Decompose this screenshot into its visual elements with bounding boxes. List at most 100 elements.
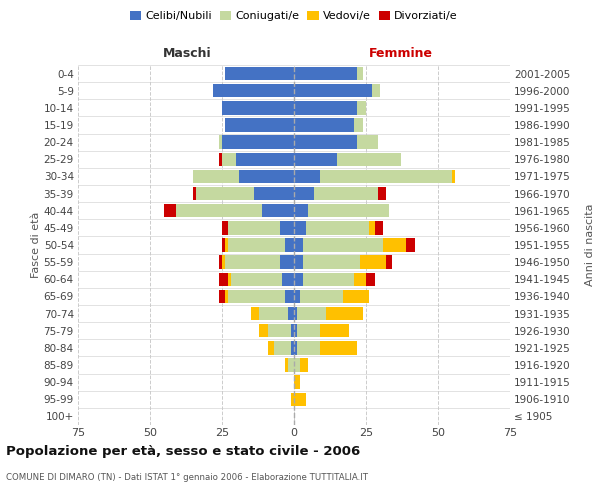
Bar	[320, 324, 349, 338]
Y-axis label: Anni di nascita: Anni di nascita	[585, 204, 595, 286]
Bar	[254, 187, 294, 200]
Bar	[386, 256, 392, 269]
Bar	[337, 152, 401, 166]
Bar	[294, 170, 320, 183]
Bar	[222, 221, 228, 234]
Bar	[286, 238, 294, 252]
Bar	[228, 238, 286, 252]
Bar	[302, 272, 355, 286]
Bar	[355, 118, 363, 132]
Bar	[452, 170, 455, 183]
Bar	[164, 204, 176, 218]
Bar	[214, 84, 294, 98]
Bar	[225, 256, 280, 269]
Bar	[176, 204, 262, 218]
Bar	[280, 256, 294, 269]
Bar	[196, 187, 254, 200]
Bar	[302, 238, 383, 252]
Bar	[294, 272, 302, 286]
Bar	[219, 290, 225, 303]
Bar	[297, 324, 320, 338]
Bar	[358, 67, 363, 80]
Bar	[268, 341, 274, 354]
Bar	[374, 221, 383, 234]
Bar	[222, 136, 294, 149]
Bar	[302, 256, 360, 269]
Bar	[228, 272, 230, 286]
Bar	[326, 307, 363, 320]
Text: COMUNE DI DIMARO (TN) - Dati ISTAT 1° gennaio 2006 - Elaborazione TUTTITALIA.IT: COMUNE DI DIMARO (TN) - Dati ISTAT 1° ge…	[6, 472, 368, 482]
Bar	[372, 84, 380, 98]
Bar	[314, 187, 377, 200]
Bar	[219, 272, 228, 286]
Bar	[225, 290, 228, 303]
Bar	[297, 307, 326, 320]
Legend: Celibi/Nubili, Coniugati/e, Vedovi/e, Divorziati/e: Celibi/Nubili, Coniugati/e, Vedovi/e, Di…	[130, 10, 458, 21]
Bar	[294, 221, 305, 234]
Bar	[294, 101, 358, 114]
Bar	[222, 101, 294, 114]
Bar	[294, 136, 358, 149]
Bar	[230, 272, 283, 286]
Bar	[259, 324, 268, 338]
Bar	[286, 290, 294, 303]
Bar	[225, 118, 294, 132]
Bar	[383, 238, 406, 252]
Bar	[300, 290, 343, 303]
Text: Femmine: Femmine	[368, 47, 433, 60]
Bar	[225, 67, 294, 80]
Y-axis label: Fasce di età: Fasce di età	[31, 212, 41, 278]
Bar	[294, 358, 300, 372]
Bar	[280, 221, 294, 234]
Bar	[308, 204, 389, 218]
Text: Maschi: Maschi	[163, 47, 212, 60]
Bar	[320, 170, 452, 183]
Bar	[294, 118, 355, 132]
Bar	[369, 221, 374, 234]
Bar	[377, 187, 386, 200]
Bar	[294, 392, 305, 406]
Bar	[236, 152, 294, 166]
Bar	[294, 324, 297, 338]
Bar	[251, 307, 259, 320]
Bar	[294, 152, 337, 166]
Bar	[222, 256, 225, 269]
Bar	[355, 272, 366, 286]
Bar	[294, 238, 302, 252]
Bar	[193, 187, 196, 200]
Bar	[297, 341, 320, 354]
Bar	[291, 341, 294, 354]
Bar	[219, 256, 222, 269]
Bar	[219, 152, 222, 166]
Bar	[228, 290, 286, 303]
Bar	[291, 324, 294, 338]
Bar	[193, 170, 239, 183]
Bar	[366, 272, 374, 286]
Bar	[291, 392, 294, 406]
Bar	[358, 136, 377, 149]
Bar	[294, 84, 372, 98]
Bar	[294, 307, 297, 320]
Bar	[294, 67, 358, 80]
Bar	[288, 307, 294, 320]
Bar	[219, 136, 222, 149]
Bar	[343, 290, 369, 303]
Bar	[286, 358, 288, 372]
Bar	[294, 256, 302, 269]
Bar	[358, 101, 366, 114]
Bar	[283, 272, 294, 286]
Bar	[294, 204, 308, 218]
Bar	[274, 341, 291, 354]
Bar	[239, 170, 294, 183]
Bar	[305, 221, 369, 234]
Bar	[222, 238, 225, 252]
Bar	[294, 187, 314, 200]
Bar	[268, 324, 291, 338]
Bar	[300, 358, 308, 372]
Bar	[225, 238, 228, 252]
Bar	[259, 307, 288, 320]
Bar	[294, 290, 300, 303]
Bar	[320, 341, 358, 354]
Bar	[228, 221, 280, 234]
Text: Popolazione per età, sesso e stato civile - 2006: Popolazione per età, sesso e stato civil…	[6, 445, 360, 458]
